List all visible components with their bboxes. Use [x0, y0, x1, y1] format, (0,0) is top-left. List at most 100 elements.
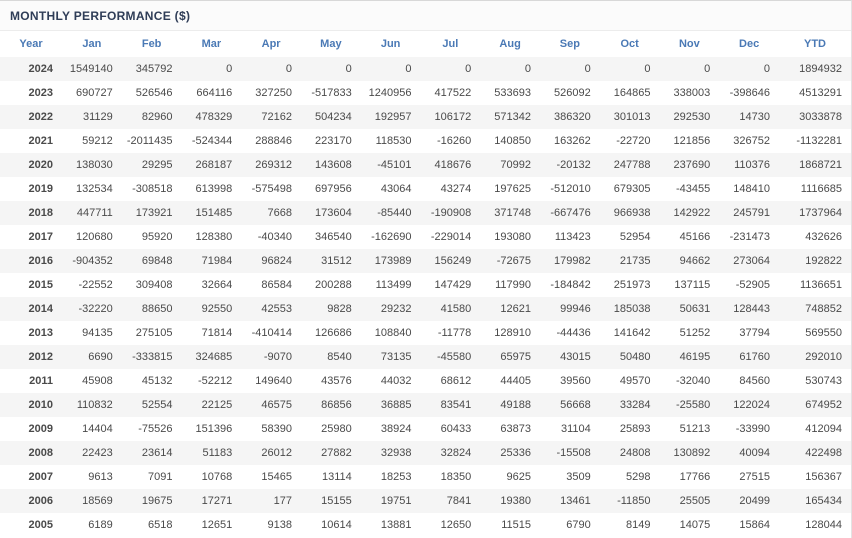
value-cell: 151396 [195, 423, 233, 435]
table-row: 2008 22423 23614 51183 26012 27882 32938 32824 2… [0, 441, 851, 465]
value-cell: 92550 [201, 303, 233, 315]
value-cell: 121856 [673, 135, 711, 147]
year-cell: 2007 [28, 471, 53, 483]
value-cell: 46195 [679, 351, 711, 363]
value-cell: -22720 [616, 135, 651, 147]
value-cell: 110832 [76, 399, 113, 411]
table-row: 2005 6189 6518 12651 9138 10614 13881 12650 1151… [0, 513, 851, 537]
table-row: 2007 9613 7091 10768 15465 13114 18253 18350 962… [0, 465, 851, 489]
table-header-row: Year Jan Feb Mar Apr May Jun Jul Aug Sep Oct Nov Dec… [0, 31, 851, 57]
table-row: 2022 31129 82960 478329 72162 504234 192957 106… [0, 105, 851, 129]
value-cell: 36885 [380, 399, 412, 411]
value-cell: -52212 [197, 375, 233, 387]
value-cell: 163262 [554, 135, 591, 147]
value-cell: 5298 [626, 471, 651, 483]
value-cell: 94662 [679, 255, 711, 267]
value-cell: 147429 [434, 279, 472, 291]
value-cell: 14404 [82, 423, 113, 435]
column-header-feb: Feb [121, 31, 182, 57]
value-cell: 15465 [261, 471, 292, 483]
year-cell: 2017 [28, 231, 53, 243]
value-cell: 17271 [201, 495, 233, 507]
column-header-aug: Aug [480, 31, 540, 57]
value-cell: -398646 [729, 87, 770, 99]
value-cell: 15864 [739, 519, 770, 531]
value-cell: 245791 [733, 207, 770, 219]
value-cell: 126686 [315, 327, 352, 339]
value-cell: 251973 [613, 279, 651, 291]
value-cell: 95920 [141, 231, 173, 243]
value-cell: 22423 [82, 447, 113, 459]
year-cell: 2021 [28, 135, 53, 147]
value-cell: 128380 [195, 231, 233, 243]
value-cell: 122024 [733, 399, 770, 411]
value-cell: 86584 [261, 279, 292, 291]
column-header-year: Year [0, 31, 62, 57]
value-cell: 9138 [267, 519, 292, 531]
column-header-ytd: YTD [779, 31, 851, 57]
value-cell: 664116 [196, 87, 233, 99]
value-cell: 128443 [733, 303, 770, 315]
value-cell: 223170 [315, 135, 352, 147]
value-cell: -15508 [556, 447, 591, 459]
value-cell: 45908 [82, 375, 113, 387]
value-cell: 679305 [613, 183, 651, 195]
value-cell: 51252 [679, 327, 711, 339]
value-cell: 1894932 [799, 63, 842, 75]
column-header-nov: Nov [659, 31, 720, 57]
value-cell: 42553 [261, 303, 292, 315]
table-row: 2006 18569 19675 17271 177 15155 19751 7841 1938… [0, 489, 851, 513]
value-cell: 18253 [380, 471, 412, 483]
value-cell: 49188 [500, 399, 531, 411]
value-cell: -25580 [675, 399, 711, 411]
value-cell: 478329 [195, 111, 233, 123]
year-cell: 2008 [28, 447, 53, 459]
value-cell: 19751 [380, 495, 412, 507]
value-cell: 7668 [267, 207, 292, 219]
performance-table: Year Jan Feb Mar Apr May Jun Jul Aug Sep Oct Nov Dec… [0, 31, 851, 537]
value-cell: 65975 [500, 351, 531, 363]
value-cell: 17766 [679, 471, 711, 483]
table-row: 2011 45908 45132 -52212 149640 43576 44032 6861… [0, 369, 851, 393]
year-cell: 2022 [28, 111, 53, 123]
value-cell: -20132 [556, 159, 591, 171]
table-row: 2012 6690 -333815 324685 -9070 8540 73135 -4558… [0, 345, 851, 369]
value-cell: 237690 [673, 159, 711, 171]
value-cell: 0 [345, 63, 352, 75]
value-cell: 25980 [321, 423, 352, 435]
value-cell: 39560 [560, 375, 591, 387]
value-cell: 45166 [679, 231, 711, 243]
value-cell: -11778 [437, 327, 472, 339]
value-cell: -184842 [550, 279, 591, 291]
value-cell: 292010 [805, 351, 842, 363]
value-cell: 148410 [733, 183, 770, 195]
value-cell: 45132 [141, 375, 173, 387]
value-cell: -512010 [550, 183, 591, 195]
column-header-dec: Dec [719, 31, 779, 57]
year-cell: 2019 [28, 183, 53, 195]
value-cell: 338003 [673, 87, 711, 99]
value-cell: 56668 [560, 399, 591, 411]
value-cell: 128044 [805, 519, 842, 531]
panel-title: MONTHLY PERFORMANCE ($) [10, 9, 191, 23]
value-cell: -52905 [735, 279, 770, 291]
column-header-mar: Mar [181, 31, 242, 57]
value-cell: 51183 [202, 447, 233, 459]
value-cell: 6189 [88, 519, 113, 531]
value-cell: 143608 [315, 159, 352, 171]
value-cell: -2011435 [126, 135, 173, 147]
value-cell: 29232 [380, 303, 412, 315]
value-cell: -75526 [138, 423, 173, 435]
value-cell: 68612 [440, 375, 472, 387]
table-row: 2014 -32220 88650 92550 42553 9828 29232 41580 1… [0, 297, 851, 321]
value-cell: 275105 [135, 327, 173, 339]
value-cell: 70992 [500, 159, 531, 171]
value-cell: 6790 [566, 519, 591, 531]
value-cell: 10768 [201, 471, 233, 483]
year-cell: 2023 [28, 87, 53, 99]
value-cell: 8540 [327, 351, 352, 363]
value-cell: 27515 [739, 471, 770, 483]
value-cell: 31104 [560, 423, 591, 435]
value-cell: 9613 [88, 471, 113, 483]
